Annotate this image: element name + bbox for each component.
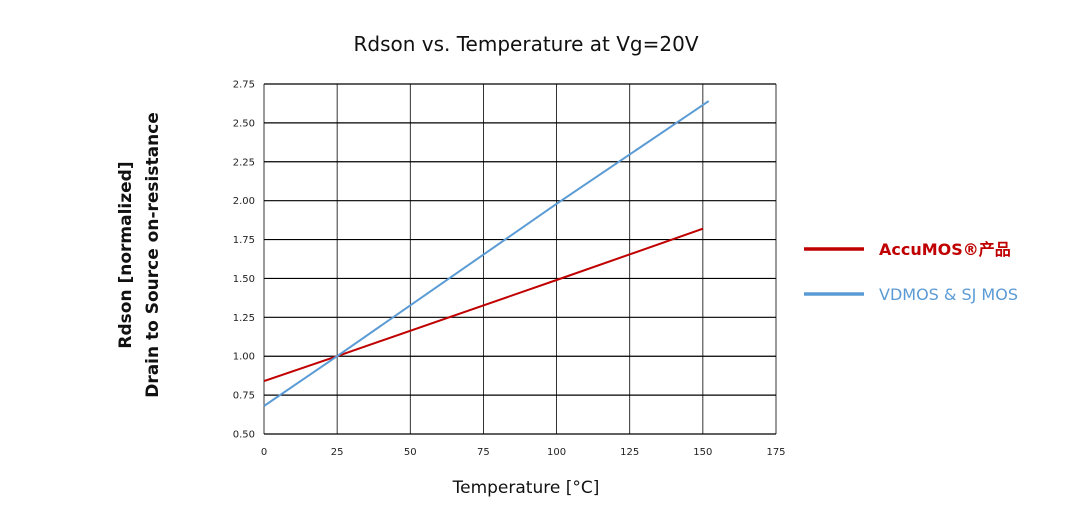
- x-tick-label: 50: [404, 447, 417, 458]
- grid: [263, 83, 777, 435]
- series-line-0: [263, 227, 704, 383]
- y-tick-label: 0.50: [233, 430, 255, 441]
- series-line-1: [263, 100, 710, 407]
- x-tick-label: 175: [766, 447, 785, 458]
- y-axis-title: Rdson [normalized] Drain to Source on-re…: [116, 112, 163, 398]
- legend-label-1: VDMOS & SJ MOS: [879, 285, 1018, 304]
- x-tick-label: 150: [693, 447, 712, 458]
- x-tick-label: 0: [261, 447, 267, 458]
- plot-background: [264, 84, 776, 434]
- x-axis-ticks: 0 25 50 75 100 125 150 175: [261, 447, 786, 458]
- plot-area: [263, 83, 777, 435]
- x-tick-label: 100: [547, 447, 566, 458]
- y-axis-ticks: 0.50 0.75 1.00 1.25 1.50 1.75 2.00 2.25 2.50 2.75: [233, 80, 255, 441]
- legend: AccuMOS®产品 VDMOS & SJ MOS: [804, 240, 1018, 304]
- x-tick-label: 125: [620, 447, 639, 458]
- y-tick-label: 2.00: [233, 196, 255, 207]
- y-tick-label: 1.25: [233, 313, 255, 324]
- series-lines: [263, 100, 710, 407]
- y-axis-title-line2: Drain to Source on-resistance: [143, 112, 163, 398]
- y-tick-label: 2.50: [233, 118, 255, 129]
- y-axis-title-line1: Rdson [normalized]: [116, 161, 136, 348]
- y-tick-label: 1.50: [233, 274, 255, 285]
- y-tick-label: 1.75: [233, 235, 255, 246]
- x-tick-label: 25: [331, 447, 344, 458]
- y-tick-label: 1.00: [233, 352, 255, 363]
- chart-title: Rdson vs. Temperature at Vg=20V: [353, 32, 698, 56]
- y-tick-label: 0.75: [233, 391, 255, 402]
- y-tick-label: 2.25: [233, 157, 255, 168]
- y-tick-label: 2.75: [233, 80, 255, 91]
- legend-label-0: AccuMOS®产品: [879, 240, 1011, 259]
- x-tick-label: 75: [477, 447, 490, 458]
- x-axis-title: Temperature [°C]: [452, 478, 600, 498]
